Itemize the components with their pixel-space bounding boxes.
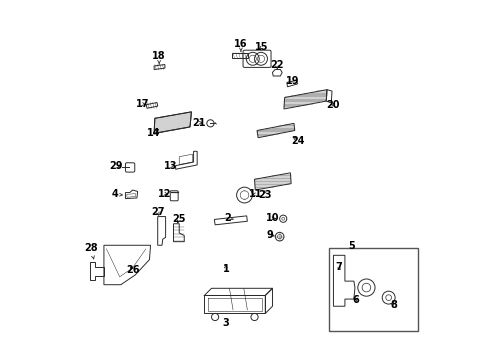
Text: 3: 3: [222, 319, 229, 328]
Text: 10: 10: [265, 213, 279, 223]
Text: 23: 23: [258, 190, 271, 200]
Text: 9: 9: [266, 230, 274, 239]
Text: 4: 4: [112, 189, 122, 199]
Text: 28: 28: [84, 243, 98, 259]
Text: 13: 13: [164, 161, 177, 171]
Text: 21: 21: [191, 118, 205, 128]
Text: 20: 20: [326, 100, 340, 110]
Text: 22: 22: [269, 60, 283, 70]
Text: 5: 5: [347, 241, 354, 251]
Text: 27: 27: [151, 207, 164, 217]
Text: 29: 29: [109, 161, 122, 171]
Bar: [328, 248, 418, 330]
Text: 14: 14: [147, 129, 161, 138]
Text: 18: 18: [152, 51, 165, 64]
Text: 19: 19: [285, 76, 299, 86]
Text: 1: 1: [222, 264, 229, 274]
Text: 8: 8: [389, 300, 396, 310]
Text: 11: 11: [249, 189, 262, 199]
Text: 6: 6: [351, 295, 358, 305]
Text: 24: 24: [290, 136, 304, 146]
Text: 2: 2: [224, 213, 233, 222]
Text: 16: 16: [234, 39, 247, 51]
Text: 12: 12: [158, 189, 171, 199]
Text: 26: 26: [125, 265, 139, 275]
Text: 17: 17: [135, 99, 149, 109]
Text: 25: 25: [172, 215, 185, 224]
Text: 15: 15: [254, 42, 268, 52]
Text: 7: 7: [334, 262, 341, 272]
